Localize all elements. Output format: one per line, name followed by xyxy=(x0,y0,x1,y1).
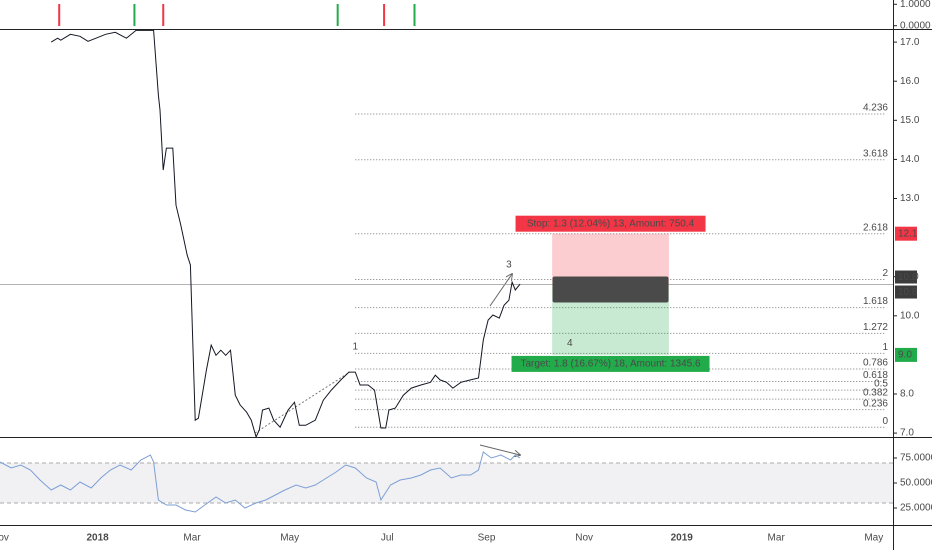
price-badge xyxy=(895,270,917,284)
y-tick-label: 8.0 xyxy=(900,389,914,400)
y-tick-label: 15.0 xyxy=(900,115,920,126)
fib-label: 1.272 xyxy=(863,322,888,333)
x-tick-label: 2019 xyxy=(671,533,694,544)
fib-label: 1 xyxy=(882,342,888,353)
price-pane: 4.236 3.618 2.618 2 1.618 1.272 1 0.7860.6180.5… xyxy=(0,30,893,437)
info-box xyxy=(552,276,669,303)
stop-box xyxy=(515,215,706,232)
target-text: Target: 1.8 (16.67%) 18, Amount: 1345.6 xyxy=(520,359,701,370)
info-text: Open P&L: 0.0, Qty: 192 xyxy=(556,278,665,289)
price-badge xyxy=(895,285,917,299)
wave-line xyxy=(254,371,351,434)
x-tick-label: Nov xyxy=(575,533,593,544)
y-tick-label: 25.0000 xyxy=(900,503,932,514)
y-tick-label: 7.0 xyxy=(900,428,914,439)
y-tick-label: 0.0000 xyxy=(900,20,931,31)
rsi-line xyxy=(0,451,521,513)
price-line xyxy=(50,30,521,437)
target-box xyxy=(511,355,710,372)
fib-label: 0 xyxy=(882,416,888,427)
x-tick-label: 2018 xyxy=(86,533,109,544)
y-tick-label: 17.0 xyxy=(900,37,920,48)
x-tick-label: Mar xyxy=(768,533,786,544)
price-badge-label: 10.8 xyxy=(898,287,918,298)
y-tick-label: 75.0000 xyxy=(900,453,932,464)
y-tick-label: 14.0 xyxy=(900,154,920,165)
wave-label: 4 xyxy=(567,338,573,349)
fib-label: 0.786 xyxy=(863,358,888,369)
fib-label: 0.382 xyxy=(863,388,888,399)
fib-label: 4.236 xyxy=(863,103,888,114)
y-tick-label: 1.0000 xyxy=(900,0,931,10)
fib-label: 2.618 xyxy=(863,222,888,233)
fib-label: 3.618 xyxy=(863,148,888,159)
fib-label: 0.618 xyxy=(863,370,888,381)
stop-text: Stop: 1.3 (12.04%) 13, Amount: 750.4 xyxy=(527,218,695,229)
fib-label: 1.618 xyxy=(863,296,888,307)
signal-pane xyxy=(58,4,416,26)
fib-label: 2 xyxy=(882,268,888,279)
x-tick-label: Sep xyxy=(478,533,496,544)
divergence-arrow xyxy=(479,444,520,455)
wave-label: 3 xyxy=(506,260,512,271)
rsi-band xyxy=(0,463,893,503)
price-badge-label: 10.8 xyxy=(898,272,918,283)
x-tick-label: Jul xyxy=(381,533,394,544)
y-tick-label: 50.0000 xyxy=(900,478,932,489)
info-text: Risk/Reward Ratio: 1.38 xyxy=(557,290,665,301)
fib-label: 0.236 xyxy=(863,398,888,409)
y-tick-label: 13.0 xyxy=(900,193,920,204)
price-badge-label: 12.1 xyxy=(898,228,918,239)
x-tick-label: Mar xyxy=(183,533,201,544)
time-axis: Nov 2018 Mar May Jul Sep Nov 2019 Mar May xyxy=(0,533,883,544)
price-badge-label: 9.0 xyxy=(898,350,912,361)
fib-label: 0.5 xyxy=(874,379,888,390)
price-axis: 7.08.010.011.013.014.015.016.017.01.0000… xyxy=(893,0,932,514)
x-tick-label: Nov xyxy=(0,533,9,544)
y-tick-label: 16.0 xyxy=(900,76,920,87)
rsi-pane xyxy=(0,451,893,513)
wave-label: 1 xyxy=(352,342,358,353)
y-tick-label: 10.0 xyxy=(900,310,920,321)
stop-zone xyxy=(552,233,669,285)
price-badge xyxy=(895,226,917,241)
x-tick-label: May xyxy=(280,533,299,544)
price-badge xyxy=(895,347,917,362)
x-tick-label: May xyxy=(864,533,883,544)
